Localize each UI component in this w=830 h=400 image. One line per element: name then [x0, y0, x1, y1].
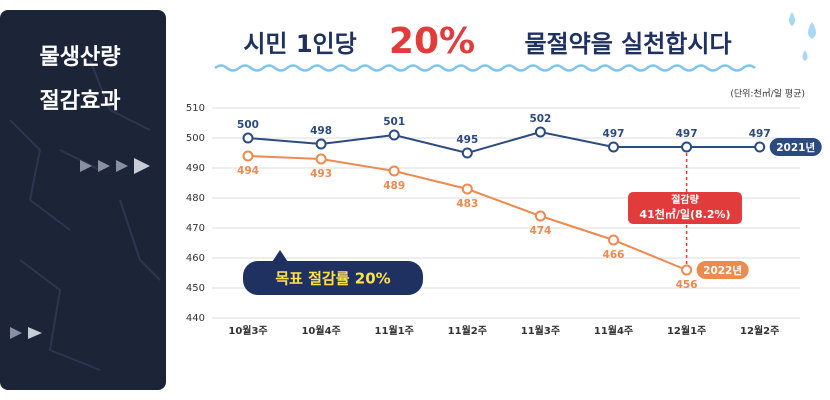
side-panel	[0, 10, 166, 390]
y-tick-label: 480	[186, 193, 205, 204]
data-label: 495	[456, 134, 478, 146]
point	[608, 234, 619, 246]
y-tick-label: 440	[186, 313, 205, 324]
point	[242, 132, 254, 144]
x-tick-label: 10월4주	[301, 325, 340, 337]
data-label: 466	[603, 249, 625, 261]
annotation-box	[628, 192, 742, 224]
callout-text: 목표 절감률 20%	[275, 270, 390, 288]
side-title: 절감효과	[40, 89, 121, 114]
arrows-bottom	[10, 327, 42, 339]
annotation-text: 41천㎥/일(8.2%)	[639, 207, 730, 221]
title-highlight: 20%	[389, 21, 475, 62]
y-tick-label: 500	[186, 133, 205, 144]
callout-box	[243, 261, 423, 295]
data-label: 456	[676, 279, 698, 291]
callout-pointer	[272, 250, 288, 262]
title: 시민 1인당	[243, 30, 356, 58]
data-label: 500	[237, 119, 259, 131]
point	[461, 147, 473, 159]
point	[681, 264, 693, 276]
y-tick-label: 490	[186, 163, 205, 174]
y-tick-label: 510	[186, 103, 205, 114]
legend-badge	[769, 138, 822, 156]
point	[315, 153, 327, 165]
point	[315, 138, 327, 150]
point	[534, 210, 546, 222]
unit-label: (단위:천㎥/일 평균)	[730, 89, 805, 100]
data-label: 493	[310, 168, 332, 180]
water-drops	[789, 12, 816, 61]
annotation-text: 절감량	[671, 193, 699, 206]
x-tick-label: 10월3주	[228, 325, 267, 337]
wave-underline	[214, 64, 756, 72]
x-tick-label: 11월2주	[448, 325, 487, 337]
data-label: 501	[383, 116, 405, 128]
x-tick-label: 11월3주	[521, 325, 560, 337]
x-tick-label: 11월4주	[594, 325, 633, 337]
point	[388, 165, 400, 177]
point	[388, 129, 400, 141]
data-label: 497	[676, 128, 698, 140]
series-line	[247, 130, 760, 155]
data-label: 502	[529, 113, 551, 125]
x-tick-label: 12월1주	[667, 325, 706, 337]
data-label: 483	[456, 198, 478, 210]
x-tick-label: 11월1주	[375, 325, 414, 337]
data-label: 497	[749, 128, 771, 140]
data-label: 498	[310, 125, 332, 137]
crack-texture	[9, 59, 161, 371]
point	[681, 141, 693, 153]
side-title: 물생산량	[40, 45, 121, 70]
legend-badge	[696, 261, 749, 279]
data-label: 489	[383, 180, 405, 192]
data-label: 474	[529, 225, 551, 237]
title: 물절약을 실천합시다	[524, 30, 731, 58]
y-tick-label: 470	[186, 223, 205, 234]
data-label: 497	[603, 128, 625, 140]
point	[534, 126, 546, 138]
data-label: 494	[237, 165, 259, 177]
y-tick-label: 460	[186, 253, 205, 264]
point	[608, 141, 619, 153]
x-tick-label: 12월2주	[740, 325, 779, 337]
legend-label: 2022년	[703, 264, 742, 277]
point	[754, 141, 766, 153]
point	[242, 150, 254, 162]
y-tick-label: 450	[186, 283, 205, 294]
legend-label: 2021년	[776, 141, 815, 154]
arrows-top	[80, 158, 150, 174]
point	[461, 183, 473, 195]
